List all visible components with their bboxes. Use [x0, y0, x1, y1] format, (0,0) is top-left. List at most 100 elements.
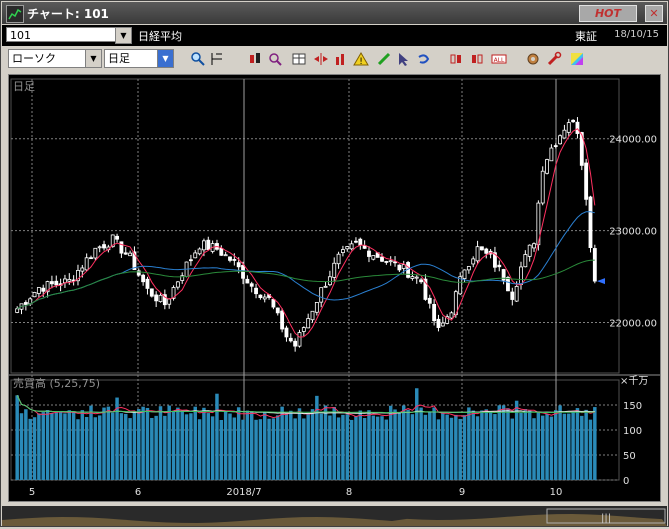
volume-bar: [189, 413, 193, 480]
chart-area[interactable]: 日足 売買高 (5,25,75) 24000.00 23000.00 22000.0…: [8, 74, 661, 502]
svg-text:ALL: ALL: [494, 57, 505, 64]
candle-body: [393, 261, 397, 264]
candle-body: [484, 248, 489, 254]
volume-bar: [32, 417, 37, 480]
volume-bar: [554, 410, 558, 480]
color-palette-icon[interactable]: [568, 50, 586, 68]
candle-body: [102, 244, 106, 249]
volume-bar: [432, 407, 436, 480]
candle-body: [245, 278, 250, 284]
candle-settings-icon[interactable]: [246, 50, 264, 68]
candle-body: [549, 147, 554, 162]
candle-body: [336, 253, 341, 265]
code-dropdown-button[interactable]: ▼: [115, 27, 132, 44]
all-icon[interactable]: ALL: [490, 50, 508, 68]
search-chart-icon[interactable]: [266, 50, 284, 68]
volume-bar: [319, 413, 323, 480]
volume-bar: [267, 418, 271, 480]
volume-bar: [419, 407, 423, 480]
chart-type-select[interactable]: ローソク ▼: [8, 49, 102, 68]
candle-body: [432, 304, 437, 322]
period-value: 日足: [108, 52, 130, 65]
candle-body: [493, 252, 497, 268]
candle-body: [345, 246, 350, 250]
candle-body: [358, 238, 363, 246]
crosshair-icon[interactable]: [207, 50, 225, 68]
hot-button[interactable]: HOT: [579, 5, 637, 22]
candle-right-icon[interactable]: [468, 50, 486, 68]
volume-bar: [67, 410, 72, 480]
volume-bar: [449, 417, 454, 480]
volume-bar: [50, 413, 54, 480]
candle-body: [380, 256, 384, 262]
candle-body: [506, 277, 510, 292]
volume-bar: [540, 415, 545, 480]
close-button[interactable]: ✕: [645, 5, 663, 22]
volume-bar: [501, 405, 506, 480]
zoom-icon[interactable]: [189, 50, 207, 68]
volume-bar: [497, 405, 502, 480]
volume-bar: [15, 395, 19, 480]
undo-icon[interactable]: [414, 50, 432, 68]
candles: [15, 117, 597, 352]
volume-bar: [263, 412, 267, 480]
candle-body: [219, 248, 224, 256]
volume-bar: [54, 412, 58, 480]
candle-body: [566, 122, 571, 133]
volume-panel-label: 売買高 (5,25,75): [13, 376, 100, 390]
candle-body: [327, 276, 332, 286]
volume-bar: [571, 412, 575, 480]
close-icon: ✕: [649, 7, 659, 20]
code-input[interactable]: 101: [6, 27, 130, 42]
candle-body: [254, 287, 258, 295]
candle-body: [206, 239, 211, 250]
volume-bar: [341, 414, 345, 480]
candle-body: [288, 337, 293, 342]
volume-bar: [80, 410, 85, 480]
table-icon[interactable]: [290, 50, 308, 68]
bar-chart-icon[interactable]: [332, 50, 350, 68]
overview-scrollbar[interactable]: |||: [2, 506, 667, 526]
pointer-icon[interactable]: [394, 50, 412, 68]
volume-tick-label: 50: [623, 451, 636, 462]
candle-body: [80, 267, 85, 272]
volume-bar: [236, 407, 241, 480]
candle-body: [314, 302, 319, 313]
split-arrows-icon[interactable]: [312, 50, 330, 68]
candle-body: [15, 308, 20, 313]
candle-left-icon[interactable]: [447, 50, 465, 68]
volume-bar: [549, 416, 554, 480]
volume-bar: [245, 410, 250, 480]
candle-body: [49, 281, 54, 285]
candle-body: [471, 258, 476, 265]
security-name: 日経平均: [138, 30, 182, 43]
candle-body: [340, 249, 345, 253]
settings-icon[interactable]: [524, 50, 542, 68]
date-label: 18/10/15: [614, 29, 659, 40]
volume-bar: [24, 409, 28, 480]
candle-body: [145, 278, 150, 289]
chart-canvas: 日足 売買高 (5,25,75) 24000.00 23000.00 22000.0…: [9, 78, 660, 498]
volume-bar: [345, 414, 349, 480]
period-select[interactable]: 日足 ▼: [104, 49, 174, 68]
x-tick-label: 9: [459, 487, 465, 498]
volume-bar: [415, 388, 419, 480]
pencil-icon[interactable]: [375, 50, 393, 68]
volume-bar: [580, 415, 584, 480]
wrench-icon[interactable]: [545, 50, 563, 68]
candle-body: [349, 243, 354, 250]
candle-body: [440, 322, 445, 327]
volume-bar: [558, 405, 562, 480]
candle-body: [540, 170, 545, 204]
volume-bar: [193, 406, 197, 480]
chart-app-icon: [6, 5, 24, 23]
warning-icon[interactable]: !: [352, 50, 370, 68]
x-tick-label: 5: [29, 487, 35, 498]
volume-bar: [593, 407, 597, 480]
candle-body: [188, 259, 193, 262]
candle-body: [141, 274, 146, 283]
volume-bar: [436, 419, 441, 480]
title-bar[interactable]: チャート: 101 HOT ✕: [2, 2, 667, 24]
candle-body: [197, 248, 202, 255]
last-price-marker: [597, 278, 605, 285]
